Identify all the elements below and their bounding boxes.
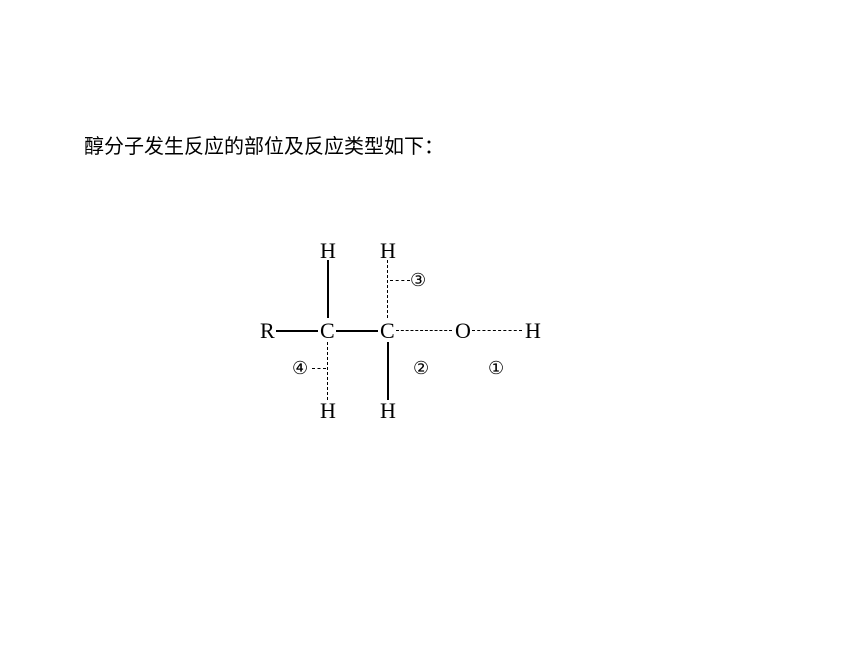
label-2: ② [413,358,429,379]
bond-o-h [472,330,522,331]
atom-h-top2: H [380,240,396,262]
page-title: 醇分子发生反应的部位及反应类型如下： [84,130,444,159]
label-dash-3 [390,280,410,281]
bond-c1-htop [327,260,329,318]
molecule-diagram: R C C O H H H H H ① ② ③ ④ [260,220,580,440]
atom-o: O [455,320,471,342]
label-3: ③ [410,270,426,291]
atom-c1: C [320,320,335,342]
bond-c2-hbot [387,342,389,400]
atom-h-right: H [525,320,541,342]
bond-r-c1 [276,330,318,332]
bond-c1-c2 [336,330,378,332]
atom-h-top1: H [320,240,336,262]
bond-c2-o [396,330,452,331]
label-4: ④ [292,358,308,379]
atom-h-bot1: H [320,400,336,422]
label-1: ① [488,358,504,379]
bond-c2-htop [387,260,388,318]
label-dash-4 [312,368,326,369]
atom-h-bot2: H [380,400,396,422]
atom-r: R [260,320,275,342]
bond-c1-hbot [327,342,328,400]
atom-c2: C [380,320,395,342]
